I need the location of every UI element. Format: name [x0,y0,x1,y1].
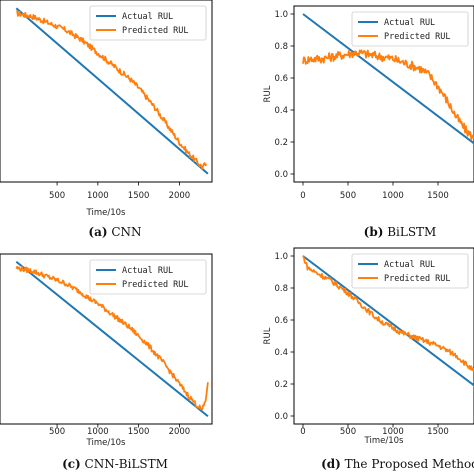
x-tick-label: 1000 [382,427,404,437]
actual-rul-line [302,13,474,145]
legend: Actual RUL Predicted RUL [89,259,207,295]
caption-letter: (d) [321,457,341,471]
legend-entry: Actual RUL [384,18,435,28]
plot-frame [0,0,213,183]
legend-box [351,253,469,289]
x-tick-label: 2000 [169,191,191,201]
caption-text: CNN [108,225,142,239]
x-tick-label: 1500 [427,427,449,437]
y-axis-label: RUL [263,85,273,102]
x-tick-label: 500 [340,191,356,201]
legend: Actual RUL Predicted RUL [89,5,207,41]
legend-entry: Actual RUL [122,12,173,22]
x-tick-label: 0 [300,427,305,437]
legend: Actual RUL Predicted RUL [351,253,469,289]
plot-frame [0,253,213,425]
chart-panel-4: 0 500 1000 1500 0.0 0.2 0.4 0.6 0.8 1.0 Time/10s RU… [263,247,474,471]
y-axis-label: RUL [263,327,273,344]
panel-caption: (b) BiLSTM [364,225,437,239]
actual-rul-line [15,260,209,418]
panel-caption: (a) CNN [88,225,141,239]
legend-box [89,259,207,295]
predicted-rul-line [16,10,208,170]
series-group [15,260,209,418]
actual-rul-line [15,7,209,175]
x-tick-label: 0 [300,191,305,201]
legend-entry: Predicted RUL [384,32,451,42]
series-group [302,13,474,145]
x-axis-label: Time/10s [86,438,126,448]
y-tick-label: 0.6 [274,74,288,84]
x-tick-label: 1500 [427,191,449,201]
panel-caption: (d) The Proposed Method [321,457,474,471]
plot-frame [293,5,474,183]
y-tick-label: 1.0 [274,10,288,20]
x-tick-label: 1500 [128,427,150,437]
x-tick-label: 2000 [169,427,191,437]
y-tick-label: 0.2 [274,138,288,148]
panel-caption: (c) CNN-BiLSTM [62,457,168,471]
y-tick-label: 0.8 [274,284,288,294]
x-tick-label: 1000 [87,191,109,201]
x-tick-label: 500 [49,191,65,201]
y-tick-label: 0.4 [274,106,288,116]
legend-entry: Predicted RUL [122,26,189,36]
x-tick-label: 1500 [128,191,150,201]
x-axis-label: Time/10s [86,208,126,218]
x-tick-label: 1000 [87,427,109,437]
legend-entry: Actual RUL [384,260,435,270]
series-group [15,7,209,175]
caption-letter: (b) [364,225,384,239]
caption-letter: (c) [62,457,81,471]
series-group [302,255,474,387]
legend-entry: Predicted RUL [384,274,451,284]
y-tick-label: 0.8 [274,42,288,52]
y-tick-label: 0.2 [274,380,288,390]
legend-entry: Actual RUL [122,266,173,276]
plot-frame [293,247,474,425]
x-tick-label: 500 [340,427,356,437]
y-tick-label: 0.6 [274,316,288,326]
legend-box [351,11,469,47]
chart-panel-3: 500 1000 1500 2000 Time/10s Actual RUL Predict… [0,253,213,471]
caption-text: BiLSTM [383,225,436,239]
caption-text: CNN-BiLSTM [81,457,168,471]
legend-box [89,5,207,41]
y-tick-label: 0.0 [274,170,288,180]
legend: Actual RUL Predicted RUL [351,11,469,47]
predicted-rul-line [302,255,474,372]
predicted-rul-line [302,49,474,141]
legend-entry: Predicted RUL [122,280,189,290]
caption-letter: (a) [88,225,107,239]
predicted-rul-line [15,265,209,411]
chart-panel-2: 0 500 1000 1500 0.0 0.2 0.4 0.6 0.8 1.0 RUL Actual … [263,5,474,239]
x-tick-label: 500 [49,427,65,437]
y-tick-label: 0.0 [274,412,288,422]
x-axis-label: Time/10s [364,436,404,446]
x-tick-label: 1000 [382,191,404,201]
chart-panel-1: 500 1000 1500 2000 Time/10s Actual RUL Predict… [0,0,213,239]
y-tick-label: 1.0 [274,252,288,262]
y-tick-label: 0.4 [274,348,288,358]
caption-text: The Proposed Method [341,457,474,471]
